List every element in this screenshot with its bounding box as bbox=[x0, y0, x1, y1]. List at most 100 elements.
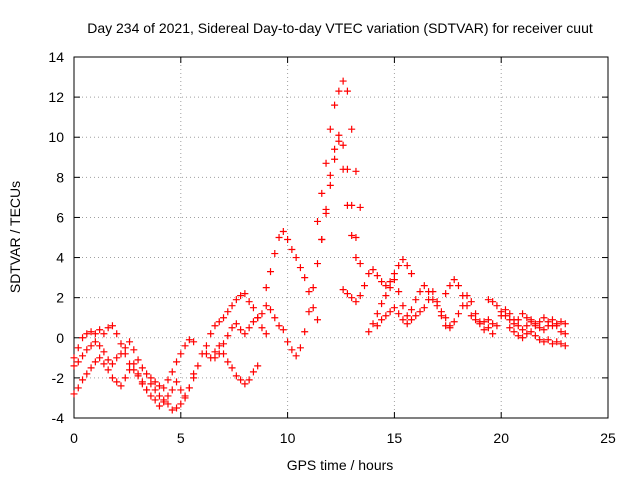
data-point bbox=[275, 234, 283, 241]
y-tick-labels: -4 -2 0 2 4 6 8 10 12 14 bbox=[48, 49, 64, 426]
data-point bbox=[318, 236, 326, 244]
data-point bbox=[314, 217, 322, 225]
data-point bbox=[352, 234, 360, 241]
data-point bbox=[74, 358, 82, 366]
data-point bbox=[245, 376, 253, 384]
data-point bbox=[519, 326, 527, 334]
data-point bbox=[104, 366, 112, 374]
data-point bbox=[335, 87, 343, 95]
data-point bbox=[536, 318, 544, 326]
data-point bbox=[173, 358, 181, 366]
data-point bbox=[467, 298, 475, 306]
data-point bbox=[463, 292, 471, 300]
data-point bbox=[121, 344, 129, 352]
data-point bbox=[553, 338, 561, 346]
data-point bbox=[335, 137, 343, 145]
data-point bbox=[561, 342, 569, 350]
x-tick-label: 20 bbox=[493, 430, 509, 446]
data-point bbox=[241, 330, 249, 338]
data-point bbox=[472, 316, 480, 324]
data-point bbox=[514, 332, 522, 340]
data-point bbox=[378, 278, 386, 286]
data-point bbox=[390, 304, 398, 312]
data-point bbox=[83, 330, 91, 338]
data-point bbox=[91, 338, 99, 346]
data-point bbox=[501, 306, 509, 314]
data-point bbox=[352, 254, 360, 262]
data-point bbox=[544, 336, 552, 344]
data-point bbox=[395, 310, 403, 318]
data-point bbox=[386, 278, 394, 286]
data-point bbox=[224, 332, 232, 340]
data-point bbox=[249, 304, 257, 312]
data-point bbox=[399, 256, 407, 264]
x-tick-label: 25 bbox=[600, 430, 616, 446]
data-point bbox=[87, 364, 95, 372]
data-point bbox=[548, 340, 556, 348]
data-point bbox=[267, 268, 275, 276]
data-point bbox=[390, 270, 398, 278]
data-point bbox=[561, 330, 569, 338]
data-point bbox=[288, 346, 296, 354]
data-points bbox=[70, 77, 569, 414]
data-point bbox=[147, 392, 155, 400]
data-point bbox=[536, 336, 544, 344]
data-point bbox=[249, 368, 257, 376]
data-point bbox=[108, 322, 116, 330]
y-tick-label: 10 bbox=[48, 129, 64, 145]
data-point bbox=[296, 264, 304, 272]
data-point bbox=[356, 260, 364, 268]
chart-title: Day 234 of 2021, Sidereal Day-to-day VTE… bbox=[87, 20, 593, 36]
data-point bbox=[249, 318, 257, 326]
data-point bbox=[117, 382, 125, 390]
data-point bbox=[245, 324, 253, 332]
data-point bbox=[138, 378, 146, 386]
data-point bbox=[202, 342, 210, 350]
data-point bbox=[215, 350, 223, 358]
data-point bbox=[403, 262, 411, 270]
data-point bbox=[369, 266, 377, 274]
data-point bbox=[395, 262, 403, 270]
data-point bbox=[309, 284, 317, 292]
data-point bbox=[467, 312, 475, 320]
x-tick-labels: 0 5 10 15 20 25 bbox=[70, 430, 616, 446]
data-point bbox=[301, 274, 309, 282]
data-point bbox=[220, 340, 228, 348]
data-point bbox=[181, 392, 189, 400]
data-point bbox=[352, 167, 360, 175]
data-point bbox=[190, 338, 198, 346]
data-point bbox=[348, 231, 356, 239]
data-point bbox=[284, 236, 292, 244]
data-point bbox=[70, 390, 78, 398]
data-point bbox=[143, 386, 151, 394]
data-point bbox=[326, 181, 334, 189]
data-point bbox=[429, 288, 437, 296]
data-point bbox=[459, 302, 467, 310]
data-point bbox=[420, 304, 428, 312]
data-point bbox=[305, 288, 313, 296]
data-point bbox=[339, 77, 347, 85]
data-point bbox=[147, 380, 155, 388]
data-point bbox=[339, 141, 347, 149]
data-point bbox=[237, 376, 245, 384]
grid-lines bbox=[74, 57, 608, 418]
data-point bbox=[126, 338, 134, 346]
y-tick-label: -4 bbox=[52, 410, 65, 426]
data-point bbox=[160, 396, 168, 404]
data-point bbox=[100, 348, 108, 356]
data-point bbox=[87, 328, 95, 336]
data-point bbox=[232, 372, 240, 380]
data-point bbox=[185, 336, 193, 344]
data-point bbox=[322, 159, 330, 167]
data-point bbox=[382, 312, 390, 320]
data-point bbox=[433, 298, 441, 306]
data-point bbox=[395, 288, 403, 296]
data-point bbox=[79, 376, 87, 384]
y-tick-label: 6 bbox=[56, 209, 64, 225]
data-point bbox=[476, 318, 484, 326]
y-tick-label: 0 bbox=[56, 330, 64, 346]
data-point bbox=[113, 354, 121, 362]
data-point bbox=[403, 312, 411, 320]
data-point bbox=[407, 270, 415, 278]
